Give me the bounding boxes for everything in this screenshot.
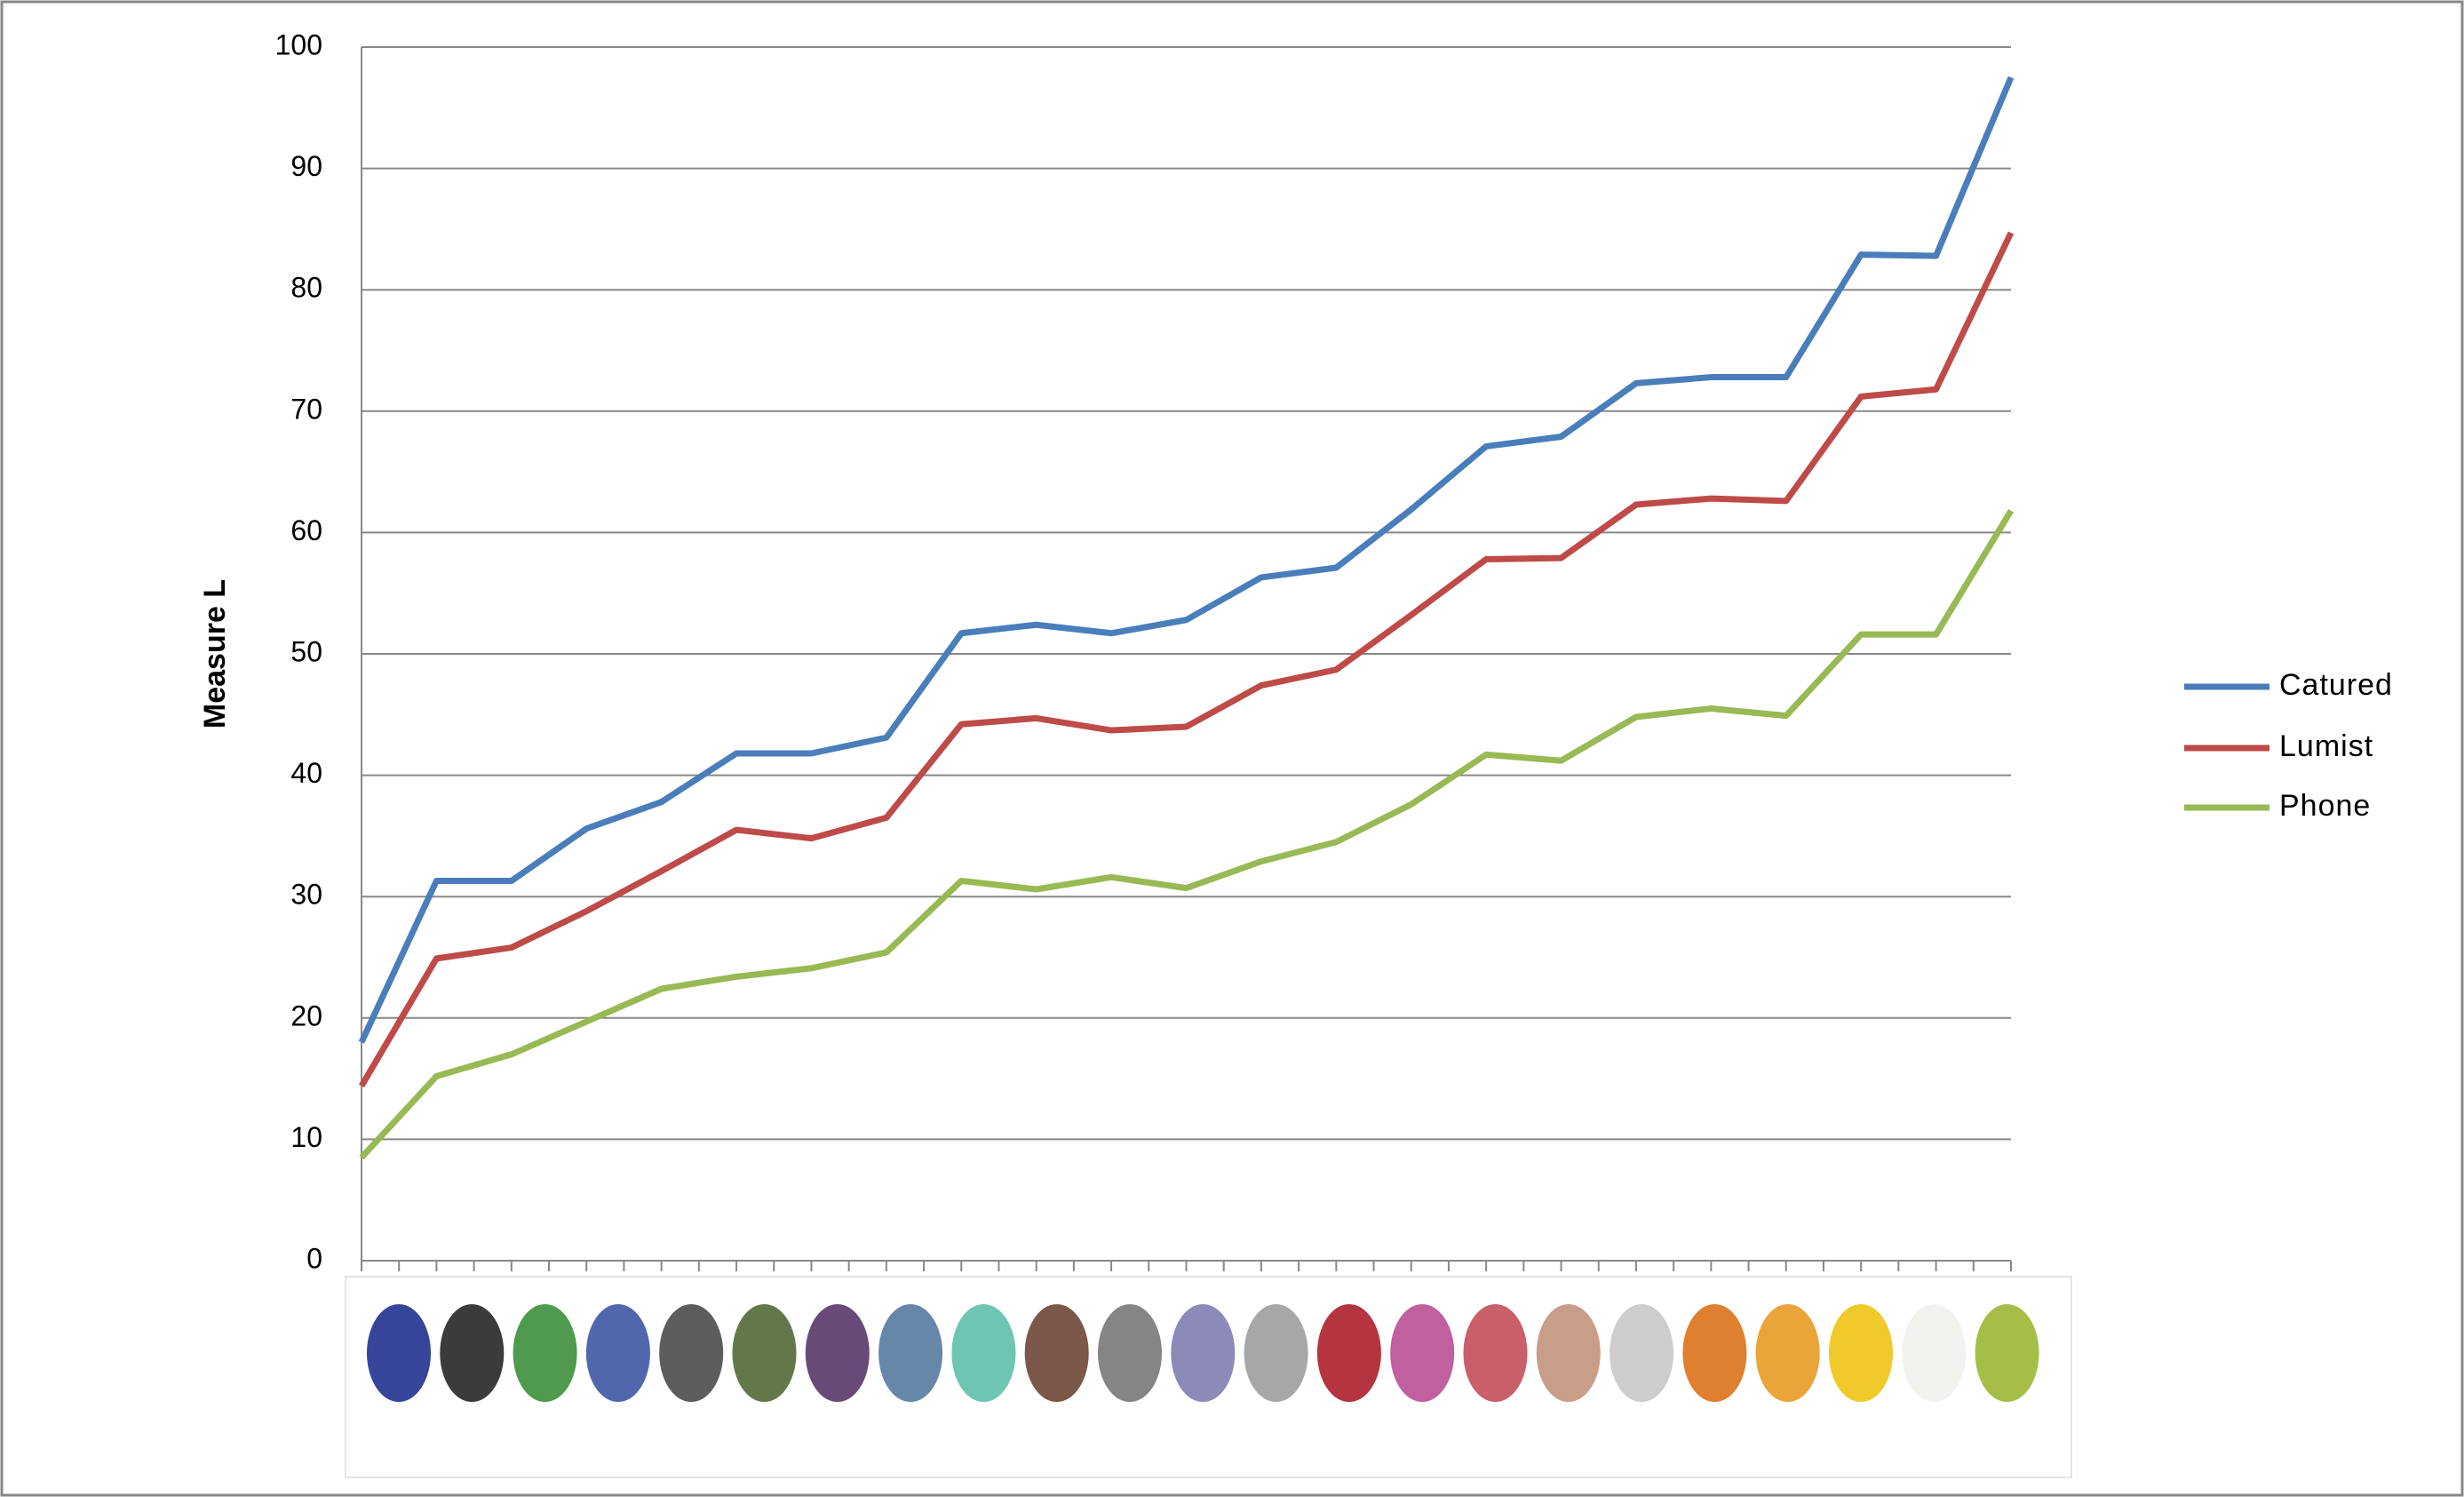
y-axis-label: Measure L [198,579,232,729]
legend-label: Catured [2279,668,2393,702]
y-tick-label: 20 [290,999,322,1031]
y-tick-label: 100 [275,28,322,60]
swatch [1390,1304,1455,1402]
swatch [1171,1304,1236,1402]
swatch [659,1304,724,1402]
series-line [359,508,2014,1160]
swatch [1024,1304,1089,1402]
swatch [585,1304,650,1402]
swatch [513,1304,577,1402]
swatch [1975,1304,2039,1402]
swatch [367,1304,431,1402]
legend-label: Phone [2279,789,2371,823]
series-line [358,231,2015,1088]
swatch [1536,1304,1601,1402]
y-tick-label: 90 [290,150,322,182]
y-tick-label: 60 [290,514,322,546]
swatch-strip [345,1276,2072,1478]
swatch [805,1304,870,1402]
swatch [878,1304,943,1402]
swatch [1682,1304,1747,1402]
swatch [1902,1304,1967,1402]
swatch [1829,1304,1893,1402]
swatch [1755,1304,1820,1402]
legend-label: Lumist [2279,729,2373,763]
y-tick-label: 50 [290,635,322,667]
y-tick-label: 40 [290,757,322,789]
swatch [1316,1304,1381,1402]
y-tick-label: 0 [306,1242,322,1274]
swatch [951,1304,1016,1402]
swatch [1463,1304,1528,1402]
y-tick-label: 10 [290,1121,322,1153]
swatch [440,1304,505,1402]
y-tick-label: 70 [290,393,322,425]
swatch [1098,1304,1162,1402]
swatch [1244,1304,1308,1402]
y-tick-label: 80 [290,272,322,304]
series-line [358,76,2015,1044]
swatch [1610,1304,1674,1402]
swatch [732,1304,797,1402]
y-tick-label: 30 [290,879,322,911]
